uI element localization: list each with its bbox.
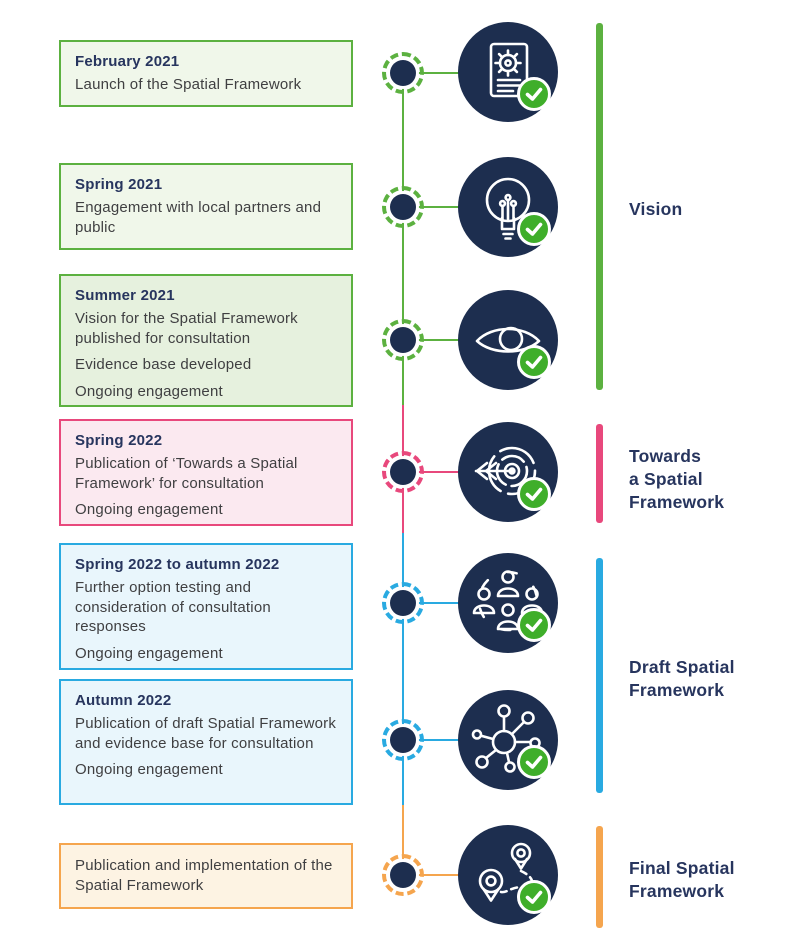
document-gear-icon (489, 42, 529, 98)
connector-line (403, 471, 459, 473)
icon-circle (458, 690, 558, 790)
event-text: Publication of draft Spatial Framework a… (75, 714, 337, 752)
check-icon (517, 880, 551, 914)
timeline-node (382, 186, 424, 228)
event-text: Ongoing engagement (75, 501, 223, 519)
timeline-node (382, 582, 424, 624)
phase-label-vision: Vision (629, 199, 683, 219)
phase-bar-vision (596, 23, 603, 390)
timeline-spine-vision (402, 73, 404, 405)
check-icon (517, 477, 551, 511)
icon-circle (458, 422, 558, 522)
connector-line (403, 339, 459, 341)
phase-bar-draft (596, 558, 603, 793)
event-text: Engagement with local partners and publi… (75, 198, 322, 236)
event-box-autumn-2022: Autumn 2022 Publication of draft Spatial… (59, 679, 353, 805)
connector-line (403, 72, 459, 74)
event-heading: Spring 2021 (75, 176, 163, 193)
timeline-node (382, 451, 424, 493)
timeline-spine-final (402, 805, 404, 875)
timeline-node (382, 52, 424, 94)
event-box-summer-2021: Summer 2021 Vision for the Spatial Frame… (59, 274, 353, 407)
event-text: Evidence base developed (75, 356, 252, 374)
event-text: Vision for the Spatial Framework publish… (75, 309, 298, 347)
timeline-node (382, 854, 424, 896)
check-icon (517, 608, 551, 642)
network-icon (471, 704, 541, 773)
event-box-final-publication: Publication and implementation of the Sp… (59, 843, 353, 909)
timeline-spine-draft (402, 533, 404, 805)
event-text: Ongoing engagement (75, 645, 223, 663)
event-heading: Autumn 2022 (75, 692, 172, 709)
icon-circle (458, 22, 558, 122)
timeline-node (382, 719, 424, 761)
event-box-spring-to-autumn-2022: Spring 2022 to autumn 2022 Further optio… (59, 543, 353, 670)
eye-icon (475, 326, 541, 353)
event-heading: February 2021 (75, 53, 180, 70)
event-text: Ongoing engagement (75, 761, 223, 779)
event-heading: Summer 2021 (75, 287, 175, 304)
phase-label-towards: Towards a Spatial Framework (629, 446, 725, 512)
event-heading: Spring 2022 (75, 432, 163, 449)
target-arrow-icon (474, 446, 537, 496)
icon-circle (458, 825, 558, 925)
connector-line (403, 602, 459, 604)
check-icon (517, 345, 551, 379)
event-text: Launch of the Spatial Framework (75, 75, 302, 93)
check-icon (517, 745, 551, 779)
check-icon (517, 77, 551, 111)
icon-circle (458, 157, 558, 257)
event-text: Ongoing engagement (75, 383, 223, 401)
event-box-spring-2022: Spring 2022 Publication of ‘Towards a Sp… (59, 419, 353, 526)
connector-line (403, 874, 459, 876)
connector-line (403, 739, 459, 741)
event-box-spring-2021: Spring 2021 Engagement with local partne… (59, 163, 353, 250)
phase-bar-final (596, 826, 603, 928)
lightbulb-icon (485, 177, 531, 240)
connector-line (403, 206, 459, 208)
check-icon (517, 212, 551, 246)
event-text: Further option testing and consideration… (75, 578, 271, 636)
event-heading: Spring 2022 to autumn 2022 (75, 556, 280, 573)
icon-circle (458, 290, 558, 390)
timeline-node (382, 319, 424, 361)
phase-label-draft: Draft Spatial Framework (629, 657, 735, 700)
event-text: Publication of ‘Towards a Spatial Framew… (75, 454, 298, 492)
icon-circle (458, 553, 558, 653)
phase-label-final: Final Spatial Framework (629, 858, 735, 901)
phase-bar-towards (596, 424, 603, 523)
event-text: Publication and implementation of the Sp… (75, 857, 333, 894)
event-box-february-2021: February 2021 Launch of the Spatial Fram… (59, 40, 353, 107)
